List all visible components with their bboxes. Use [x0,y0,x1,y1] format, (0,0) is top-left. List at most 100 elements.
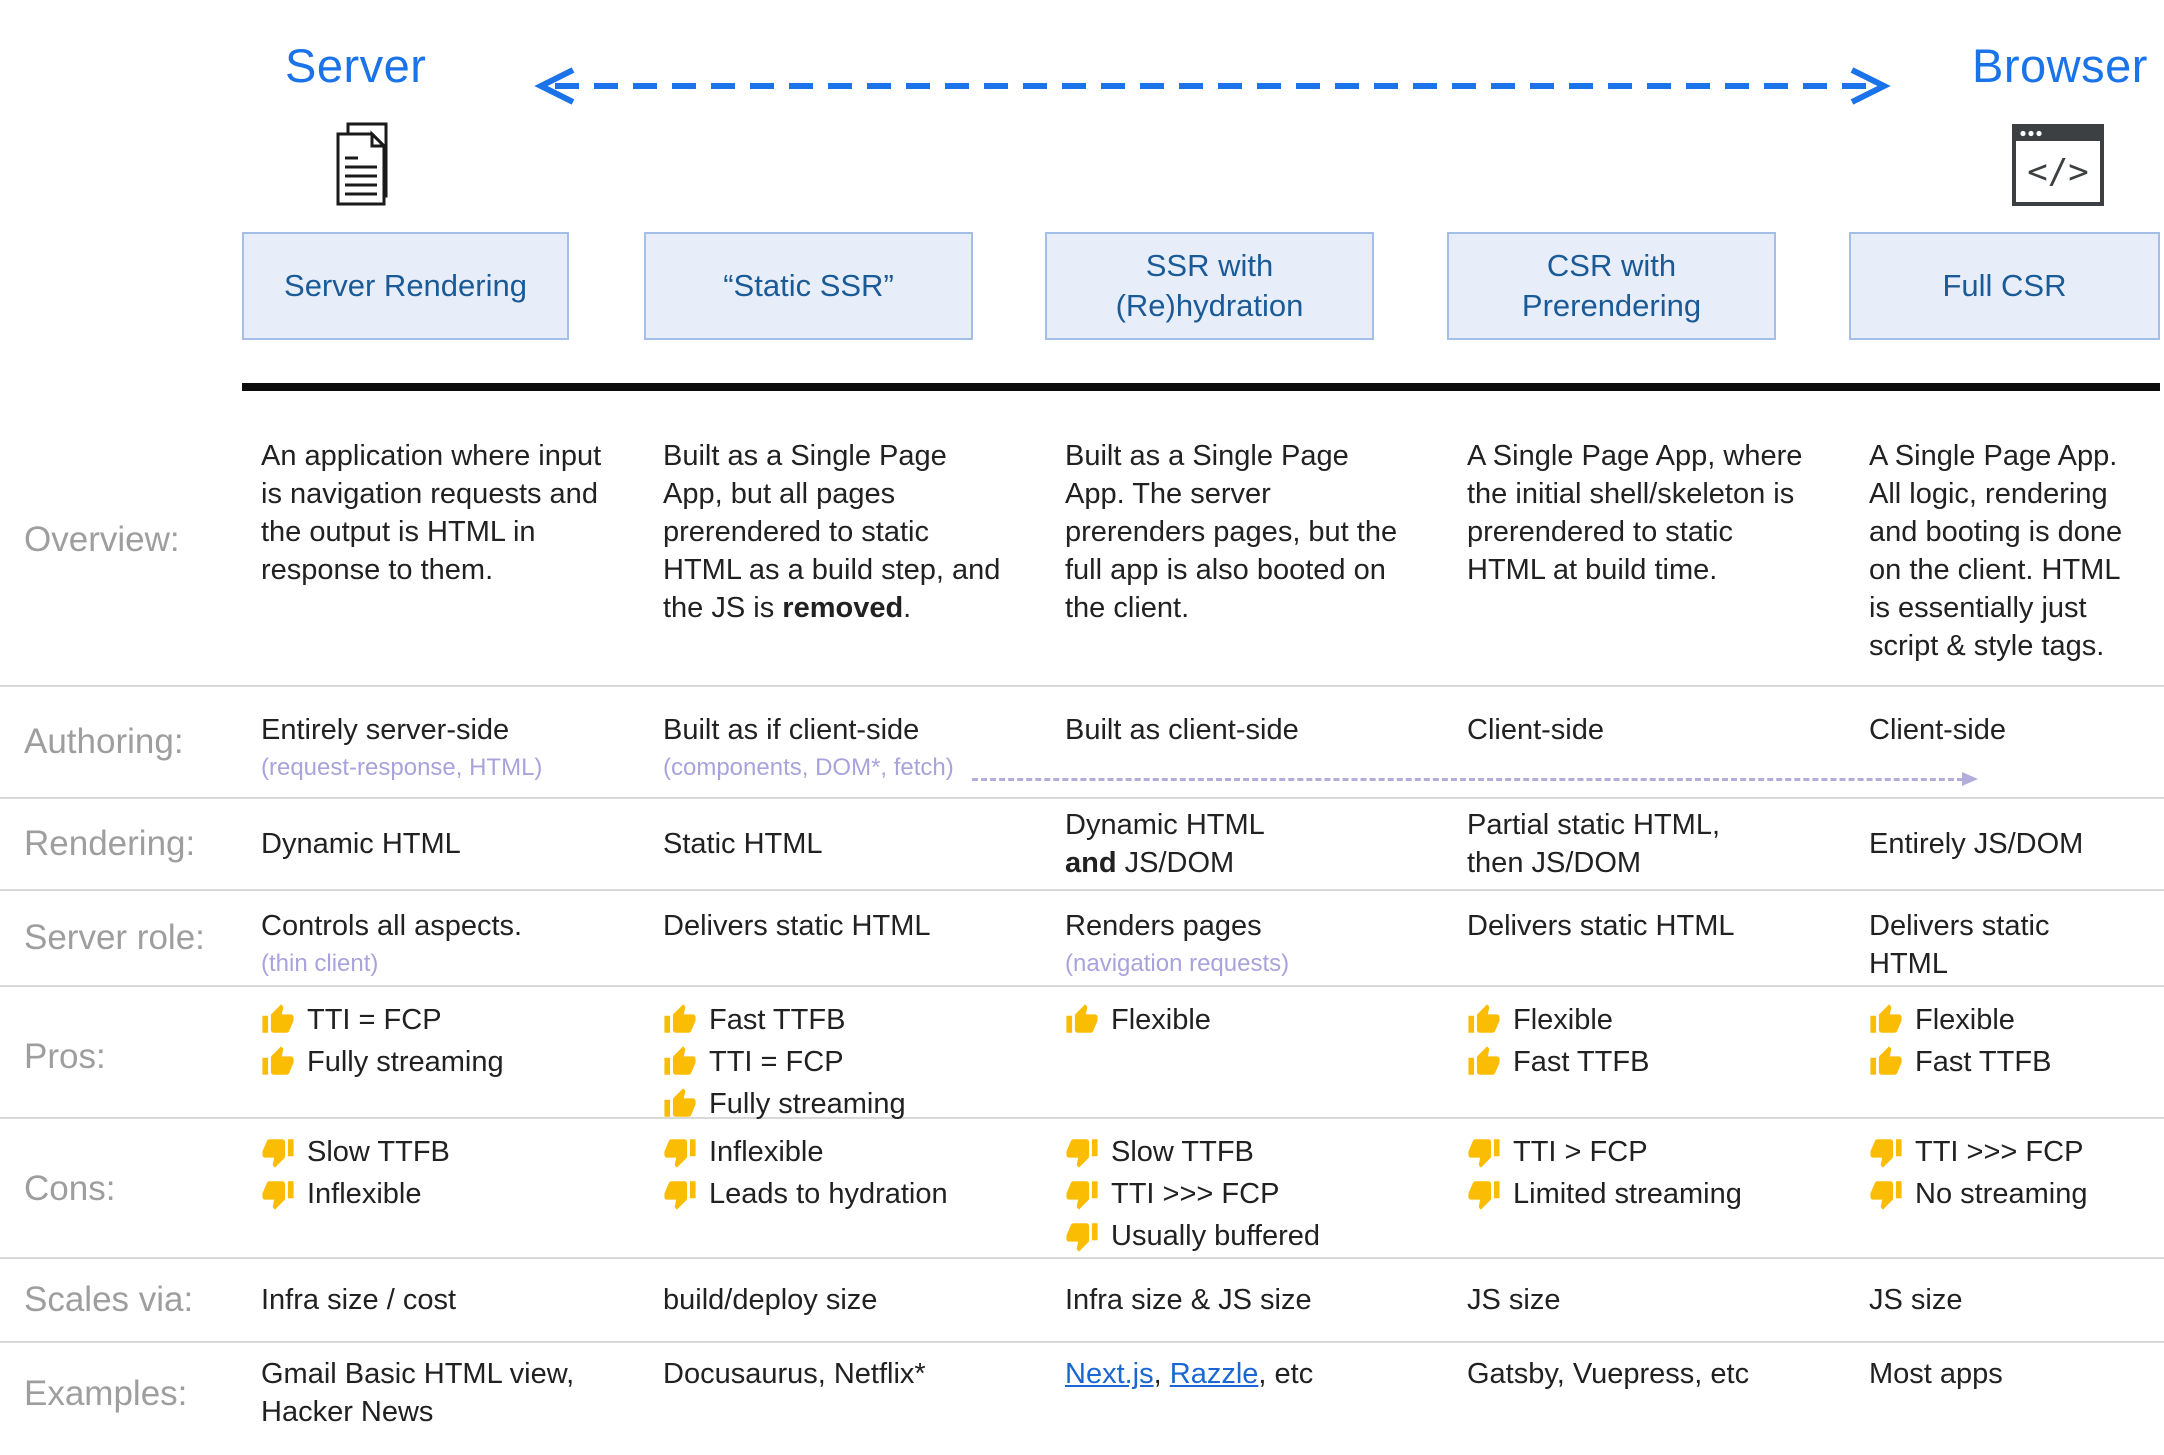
pro-item: Fast TTFB [1869,1043,2128,1081]
row-label-pros: Pros: [24,1037,106,1076]
thumb-up-icon [1468,1046,1500,1075]
pros-cell: Flexible [1065,987,1467,1127]
pro-item: Flexible [1467,1001,1833,1039]
thumb-down-icon [1870,1181,1902,1210]
overview-cell: A Single Page App. All logic, rendering … [1869,440,2123,662]
cons-cell: Inflexible Leads to hydration [663,1119,1065,1259]
rendering-row: Rendering: Dynamic HTML Static HTML Dyna… [0,797,2164,889]
example-link[interactable]: Next.js [1065,1358,1154,1390]
pros-cell: Flexible Fast TTFB [1869,987,2164,1127]
pro-item: TTI = FCP [261,1001,627,1039]
scales-cell: build/deploy size [663,1284,878,1316]
thumb-down-icon [262,1181,294,1210]
thumb-down-icon [262,1139,294,1168]
overview-cell: Built as a Single Page App. The server p… [1065,440,1398,624]
row-label-rendering: Rendering: [24,824,196,863]
examples-cell: Gmail Basic HTML view, Hacker News [261,1358,575,1428]
rendering-cell: Dynamic HTML [261,828,461,860]
comparison-table: Overview: An application where input is … [0,395,2164,1445]
rendering-cell: Partial static HTML, then JS/DOM [1467,809,1720,879]
cons-cell: TTI >>> FCP No streaming [1869,1119,2164,1259]
thumb-up-icon [664,1004,696,1033]
overview-cell: Built as a Single Page App, but all page… [663,440,1001,624]
pros-cell: Fast TTFB TTI = FCP Fully streaming [663,987,1065,1127]
rendering-cell: Dynamic HTML and JS/DOM [1065,809,1265,879]
pro-item: Fast TTFB [663,1001,1029,1039]
server-axis-label: Server [285,39,427,92]
thumb-up-icon [664,1046,696,1075]
examples-cell: Docusaurus, Netflix* [663,1358,926,1390]
column-header-full-csr: Full CSR [1849,232,2160,340]
con-item: Usually buffered [1065,1217,1431,1255]
authoring-cell: Client-side [1467,714,1604,746]
pros-cell: TTI = FCP Fully streaming [261,987,663,1127]
con-item: Limited streaming [1467,1175,1833,1213]
examples-cell: Most apps [1869,1358,2003,1390]
server-role-note: (thin client) [261,950,379,977]
con-item: TTI >>> FCP [1869,1133,2128,1171]
row-label-cons: Cons: [24,1169,116,1208]
thumb-down-icon [1468,1181,1500,1210]
cons-row: Cons: Slow TTFB Inflexible Inflexible Lead… [0,1117,2164,1257]
thumb-down-icon [664,1139,696,1168]
column-header-static-ssr: “Static SSR” [644,232,973,340]
rendering-cell: Entirely JS/DOM [1869,828,2084,860]
authoring-client-side-arrow [972,772,1978,786]
cons-cell: Slow TTFB TTI >>> FCP Usually buffered [1065,1119,1467,1259]
con-item: Slow TTFB [261,1133,627,1171]
column-header-csr-prerendering: CSR with Prerendering [1447,232,1776,340]
scales-cell: Infra size & JS size [1065,1284,1312,1316]
con-item: No streaming [1869,1175,2128,1213]
con-item: Leads to hydration [663,1175,1029,1213]
thumb-down-icon [1066,1223,1098,1252]
authoring-note: (components, DOM*, fetch) [663,754,954,781]
thumb-down-icon [1468,1139,1500,1168]
overview-cell: A Single Page App, where the initial she… [1467,440,1803,586]
pro-item: Fully streaming [663,1085,1029,1123]
thumb-up-icon [1468,1004,1500,1033]
server-role-row: Server role: Controls all aspects. (thin… [0,889,2164,985]
browser-axis-label: Browser [1972,39,2148,92]
row-label-examples: Examples: [24,1374,188,1413]
overview-cell: An application where input is navigation… [261,440,602,586]
pros-cell: Flexible Fast TTFB [1467,987,1869,1127]
cons-cell: Slow TTFB Inflexible [261,1119,663,1259]
thumb-down-icon [664,1181,696,1210]
pro-item: Flexible [1065,1001,1431,1039]
scales-via-row: Scales via: Infra size / cost build/depl… [0,1257,2164,1341]
thumb-up-icon [262,1004,294,1033]
pro-item: Fast TTFB [1467,1043,1833,1081]
row-label-authoring: Authoring: [24,722,184,761]
thumb-down-icon [1066,1139,1098,1168]
thumb-up-icon [1870,1004,1902,1033]
pro-item: Fully streaming [261,1043,627,1081]
documents-icon [336,122,388,206]
row-label-overview: Overview: [24,520,180,559]
con-item: Inflexible [663,1133,1029,1171]
scales-cell: JS size [1467,1284,1561,1316]
server-role-cell: Controls all aspects. [261,910,523,942]
examples-row: Examples: Gmail Basic HTML view, Hacker N… [0,1341,2164,1445]
header-divider-line [242,383,2160,391]
rendering-cell: Static HTML [663,828,823,860]
con-item: Slow TTFB [1065,1133,1431,1171]
svg-text:</>: </> [2027,152,2088,192]
server-role-cell: Delivers static HTML [1467,910,1735,942]
overview-row: Overview: An application where input is … [0,395,2164,685]
authoring-cell: Entirely server-side [261,714,510,746]
authoring-note: (request-response, HTML) [261,754,543,781]
server-role-cell: Renders pages [1065,910,1262,942]
con-item: TTI > FCP [1467,1133,1833,1171]
examples-cell: Next.js, Razzle, etc [1065,1358,1314,1390]
example-link[interactable]: Razzle [1169,1358,1259,1390]
authoring-cell: Client-side [1869,714,2006,746]
thumb-up-icon [1870,1046,1902,1075]
cons-cell: TTI > FCP Limited streaming [1467,1119,1869,1259]
row-label-server-role: Server role: [24,918,205,957]
thumb-down-icon [1870,1139,1902,1168]
dashed-flow-arrow [534,67,1891,105]
authoring-row: Authoring: Entirely server-side (request… [0,685,2164,797]
column-header-server-rendering: Server Rendering [242,232,569,340]
pro-item: TTI = FCP [663,1043,1029,1081]
